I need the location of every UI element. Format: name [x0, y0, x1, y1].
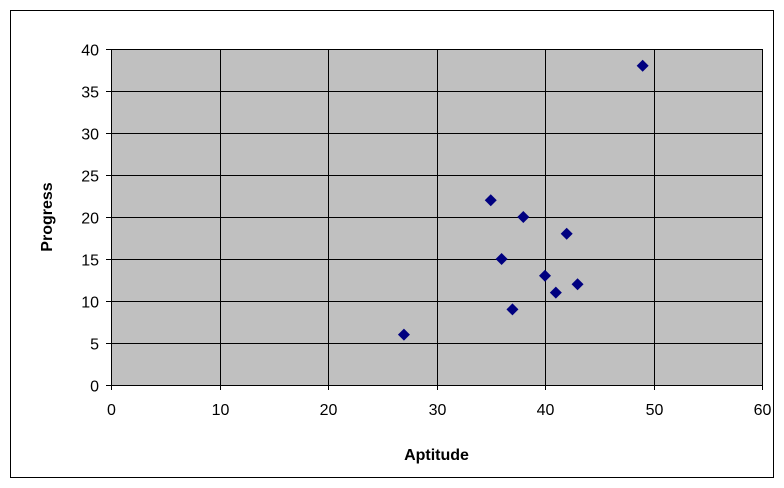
y-tick-label: 0	[90, 379, 99, 396]
y-tick-label: 20	[81, 211, 99, 228]
x-tick-label: 40	[537, 402, 555, 419]
data-point-marker	[636, 59, 649, 72]
data-point-marker	[484, 194, 497, 207]
axes	[106, 49, 763, 390]
data-point-marker	[560, 227, 573, 240]
y-tick-label: 5	[90, 337, 99, 354]
data-point-marker	[506, 303, 519, 316]
x-tick-label: 60	[754, 402, 772, 419]
y-tick-label: 10	[81, 295, 99, 312]
data-point-marker	[397, 328, 410, 341]
y-axis-title: Progress	[39, 182, 56, 251]
plot-border	[111, 49, 763, 386]
data-point-marker	[571, 278, 584, 291]
data-point-marker	[517, 211, 530, 223]
x-tick-label: 30	[429, 402, 447, 419]
y-tick-label: 25	[81, 169, 99, 186]
x-tick-label: 20	[320, 402, 338, 419]
y-tick-label: 35	[81, 85, 99, 102]
x-tick-label: 0	[107, 402, 116, 419]
data-points	[397, 59, 649, 341]
y-tick-label: 30	[81, 127, 99, 144]
x-tick-label: 50	[646, 402, 664, 419]
data-point-marker	[539, 269, 551, 282]
tick-labels: 0 5 10 15 20 25 30 35 40 0 10 20 30 40 50 60	[81, 43, 771, 420]
data-point-marker	[495, 253, 508, 265]
data-point-marker	[549, 286, 562, 299]
x-tick-label: 10	[212, 402, 230, 419]
y-tick-label: 40	[81, 43, 99, 60]
x-axis-title: Aptitude	[404, 447, 469, 464]
y-tick-label: 15	[81, 253, 99, 270]
